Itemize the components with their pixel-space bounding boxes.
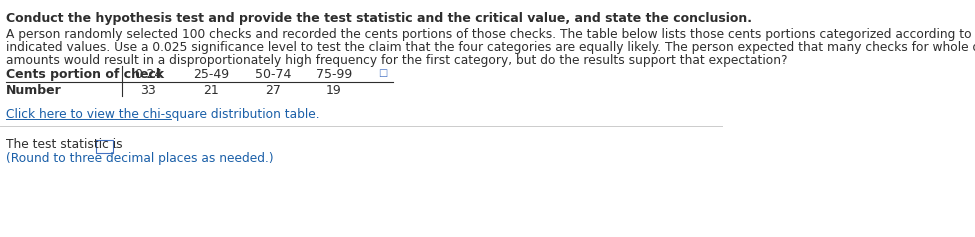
Text: Number: Number — [6, 84, 61, 97]
Text: Cents portion of check: Cents portion of check — [6, 68, 164, 81]
Text: (Round to three decimal places as needed.): (Round to three decimal places as needed… — [6, 152, 274, 165]
Text: □: □ — [378, 68, 388, 78]
Text: 19: 19 — [326, 84, 341, 97]
Text: 33: 33 — [140, 84, 156, 97]
Text: 50-74: 50-74 — [254, 68, 292, 81]
Text: Conduct the hypothesis test and provide the test statistic and the critical valu: Conduct the hypothesis test and provide … — [6, 12, 752, 25]
Text: amounts would result in a disproportionately high frequency for the first catego: amounts would result in a disproportiona… — [6, 54, 788, 67]
Text: The test statistic is: The test statistic is — [6, 138, 123, 151]
Text: 27: 27 — [265, 84, 281, 97]
Text: A person randomly selected 100 checks and recorded the cents portions of those c: A person randomly selected 100 checks an… — [6, 28, 975, 41]
Text: .: . — [114, 138, 118, 151]
Text: 25-49: 25-49 — [193, 68, 229, 81]
Text: Click here to view the chi-square distribution table.: Click here to view the chi-square distri… — [6, 108, 320, 121]
Text: indicated values. Use a 0.025 significance level to test the claim that the four: indicated values. Use a 0.025 significan… — [6, 41, 975, 54]
Text: 0-24: 0-24 — [135, 68, 163, 81]
FancyBboxPatch shape — [97, 140, 113, 153]
Text: 75-99: 75-99 — [316, 68, 352, 81]
Text: 21: 21 — [204, 84, 219, 97]
